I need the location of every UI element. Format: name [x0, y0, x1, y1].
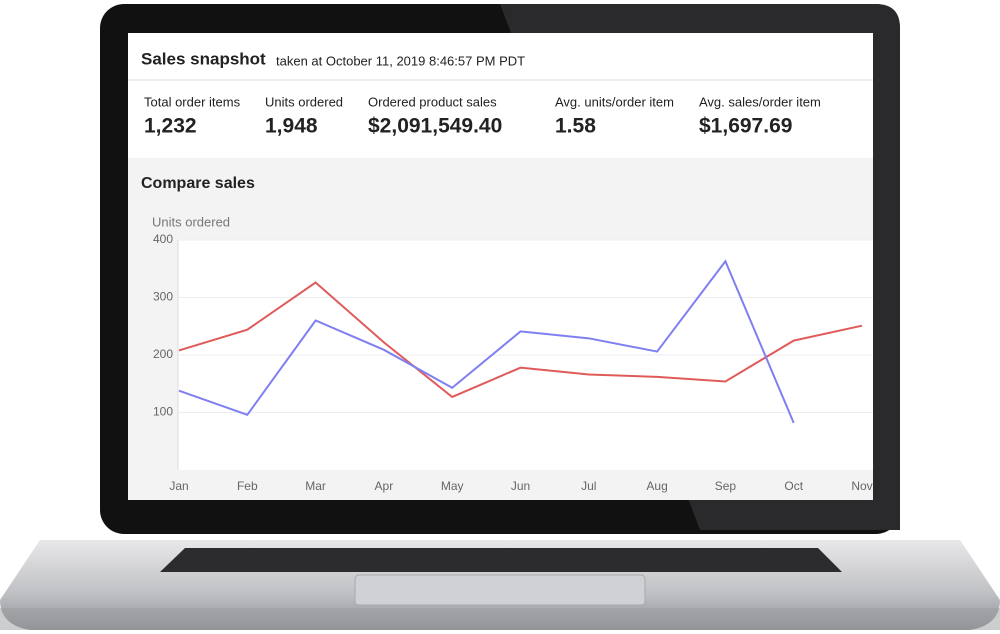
x-tick-label: Mar: [305, 479, 326, 493]
metric-value: $2,091,549.40: [368, 115, 502, 138]
x-tick-label: Jan: [169, 479, 188, 493]
metric-value: $1,697.69: [699, 115, 792, 138]
y-tick-label: 200: [153, 347, 173, 361]
metric-value: 1,232: [144, 115, 197, 138]
chart-title: Compare sales: [141, 175, 255, 192]
x-tick-label: May: [441, 479, 464, 493]
x-tick-label: Jun: [511, 479, 530, 493]
x-tick-label: Sep: [715, 479, 737, 493]
x-tick-label: Aug: [646, 479, 667, 493]
y-tick-label: 300: [153, 290, 173, 304]
screen-content: Sales snapshot taken at October 11, 2019…: [128, 49, 873, 500]
trackpad: [354, 574, 646, 606]
x-tick-label: Nov: [851, 479, 872, 493]
metric-value: 1,948: [265, 115, 318, 138]
series-line: [178, 281, 863, 399]
metric-label: Avg. units/order item: [555, 94, 674, 109]
x-tick-label: Jul: [581, 479, 596, 493]
metric-label: Units ordered: [265, 94, 343, 109]
metric-label: Avg. sales/order item: [699, 94, 821, 109]
keyboard: [160, 548, 842, 572]
x-tick-label: Apr: [375, 479, 394, 493]
x-tick-label: Feb: [237, 479, 258, 493]
x-tick-label: Oct: [784, 479, 803, 493]
metric-value: 1.58: [555, 115, 596, 138]
snapshot-time: taken at October 11, 2019 8:46:57 PM PDT: [276, 53, 525, 68]
metric-label: Ordered product sales: [368, 94, 497, 109]
y-tick-label: 100: [153, 405, 173, 419]
base-edge: [0, 608, 1000, 630]
y-tick-label: 400: [153, 232, 173, 246]
snapshot-title: Sales snapshot: [141, 49, 266, 68]
series-line: [178, 259, 795, 424]
y-axis-label: Units ordered: [152, 214, 230, 229]
metric-label: Total order items: [144, 94, 241, 109]
